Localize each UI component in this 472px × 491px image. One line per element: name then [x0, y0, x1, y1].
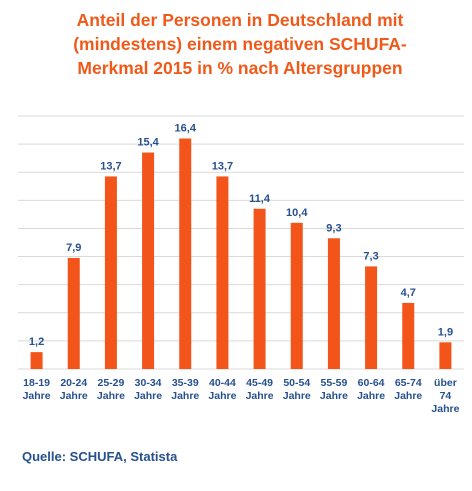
x-tick-label: Jahre	[283, 390, 311, 402]
bar	[216, 176, 229, 369]
chart-title: Anteil der Personen in Deutschland mit (…	[40, 8, 440, 80]
chart-title-line-1: Anteil der Personen in Deutschland mit	[76, 10, 404, 30]
data-label: 13,7	[212, 160, 233, 172]
bar	[142, 152, 155, 369]
x-tick-label: 55-59	[320, 377, 347, 389]
bar	[253, 208, 266, 369]
data-label: 9,3	[326, 222, 341, 234]
data-label: 7,3	[363, 250, 378, 262]
x-tick-label: 40-44	[209, 377, 236, 389]
x-tick-label: Jahre	[357, 390, 385, 402]
bar	[402, 302, 415, 369]
bar	[290, 222, 303, 369]
x-tick-label: Jahre	[394, 390, 422, 402]
x-tick-label: Jahre	[171, 390, 199, 402]
chart-title-line-3: Merkmal 2015 in % nach Altersgruppen	[77, 58, 403, 78]
x-tick-label: 65-74	[395, 377, 422, 389]
data-label: 10,4	[286, 207, 308, 219]
x-tick-label: Jahre	[431, 403, 459, 415]
bar	[179, 138, 192, 369]
x-tick-label: Jahre	[320, 390, 348, 402]
x-tick-label: Jahre	[208, 390, 236, 402]
bar	[30, 352, 43, 369]
bar	[67, 257, 80, 369]
data-label: 7,9	[66, 242, 81, 254]
x-tick-label: über	[434, 377, 457, 389]
data-label: 11,4	[249, 193, 271, 205]
x-tick-label: 25-29	[97, 377, 124, 389]
x-tick-label: 74	[440, 390, 452, 402]
data-label: 13,7	[100, 160, 121, 172]
data-label: 4,7	[401, 287, 416, 299]
x-tick-label: 60-64	[358, 377, 385, 389]
x-tick-label: 30-34	[135, 377, 162, 389]
bar	[439, 342, 452, 369]
bar	[104, 176, 117, 369]
source-note: Quelle: SCHUFA, Statista	[22, 449, 178, 464]
bar	[327, 238, 340, 369]
data-label: 1,2	[29, 336, 44, 348]
data-label: 16,4	[175, 122, 197, 134]
chart-title-line-2: (mindestens) einem negativen SCHUFA-	[73, 34, 407, 54]
data-label: 1,9	[438, 326, 453, 338]
x-tick-label: Jahre	[134, 390, 162, 402]
x-tick-label: 20-24	[60, 377, 87, 389]
x-tick-label: Jahre	[97, 390, 125, 402]
x-tick-label: 35-39	[172, 377, 199, 389]
bar	[365, 266, 378, 369]
x-tick-label: Jahre	[23, 390, 51, 402]
x-tick-label: 50-54	[283, 377, 310, 389]
x-tick-label: 45-49	[246, 377, 273, 389]
x-tick-label: 18-19	[23, 377, 50, 389]
x-tick-label: Jahre	[60, 390, 88, 402]
x-tick-label: Jahre	[246, 390, 274, 402]
data-label: 15,4	[137, 137, 159, 149]
